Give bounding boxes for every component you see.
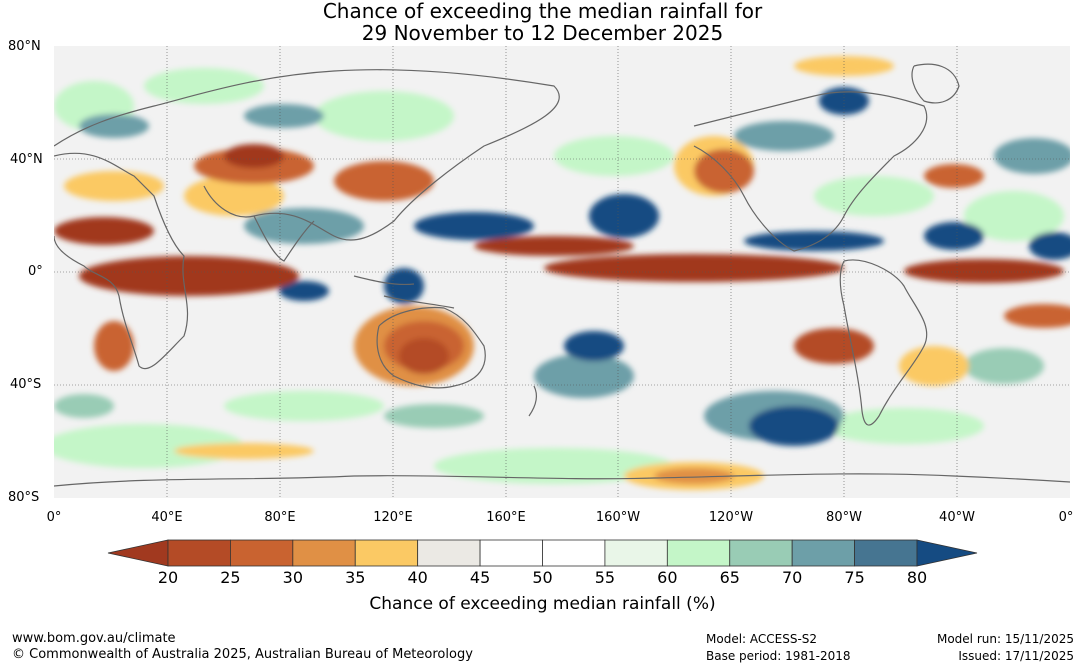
lon-label-40e: 40°E	[151, 510, 183, 525]
lon-label-80e: 80°E	[264, 510, 296, 525]
colour-bar-tick-label: 80	[906, 568, 928, 587]
colour-bar-cell	[167, 539, 231, 567]
colour-bar-tick-label: 55	[594, 568, 616, 587]
lon-label-80w: 80°W	[826, 510, 862, 525]
colour-bar-below-min	[107, 539, 169, 567]
map-title-line-1: Chance of exceeding the median rainfall …	[322, 0, 763, 23]
colour-bar-cell	[854, 539, 918, 567]
colour-bar-tick-label: 60	[657, 568, 678, 587]
colour-bar-title: Chance of exceeding median rainfall (%)	[369, 594, 716, 614]
colour-bar-tick-label: 30	[282, 568, 304, 587]
colour-bar-cell	[479, 539, 543, 567]
colour-bar-tick-label: 70	[781, 568, 803, 587]
lon-label-160w: 160°W	[595, 510, 641, 525]
map-title-line-2: 29 November to 12 December 2025	[361, 21, 724, 45]
map-graticule	[54, 46, 1070, 498]
coastlines	[54, 63, 1070, 487]
rainfall-map-svg	[54, 46, 1070, 498]
rainfall-map	[54, 46, 1070, 498]
colour-bar-tick-label: 75	[844, 568, 865, 587]
colour-bar-tick-label: 40	[407, 568, 428, 587]
lat-label-40s: 40°S	[10, 377, 42, 392]
lat-label-80s: 80°S	[8, 490, 40, 505]
colour-bar-cell	[354, 539, 419, 567]
colour-bar-tick-label: 35	[345, 568, 366, 587]
colour-bar-tick-label: 65	[719, 568, 740, 587]
lat-label-80n: 80°N	[8, 39, 41, 54]
footer-base-period: Base period: 1981-2018	[706, 649, 851, 663]
lat-label-equator: 0°	[28, 264, 43, 279]
lon-label-120e: 120°E	[373, 510, 413, 525]
footer-issued: Issued: 17/11/2025	[958, 649, 1074, 663]
colour-bar-above-max	[916, 539, 978, 567]
lon-label-40w: 40°W	[939, 510, 975, 525]
colour-bar-tick-label: 25	[220, 568, 241, 587]
lon-label-0: 0°	[46, 510, 62, 525]
lon-label-0-right: 0°	[1058, 510, 1074, 525]
colour-bar-cell	[791, 539, 855, 567]
colour-bar-tick-label: 20	[157, 568, 179, 587]
footer-model: Model: ACCESS-S2	[706, 632, 818, 646]
colour-bar-tick-label: 45	[469, 568, 491, 587]
colour-bar-cell	[666, 539, 731, 567]
footer-model-run: Model run: 15/11/2025	[936, 632, 1074, 646]
colour-bar-cell	[230, 539, 294, 567]
footer-copyright: © Commonwealth of Australia 2025, Austra…	[12, 647, 473, 662]
colour-bar-cell	[417, 539, 481, 567]
probability-field	[54, 56, 1070, 490]
colour-bar-tick-label: 50	[532, 568, 553, 587]
colour-bar-cells	[107, 539, 978, 567]
colour-bar-cell	[604, 539, 668, 567]
colour-bar-cell	[292, 539, 356, 567]
colour-bar-cell	[542, 539, 606, 567]
lon-label-120w: 120°W	[708, 510, 754, 525]
footer-url[interactable]: www.bom.gov.au/climate	[12, 631, 176, 646]
colour-bar	[107, 539, 978, 567]
lat-label-40n: 40°N	[10, 152, 43, 167]
lon-label-160e: 160°E	[486, 510, 526, 525]
colour-bar-cell	[729, 539, 793, 567]
